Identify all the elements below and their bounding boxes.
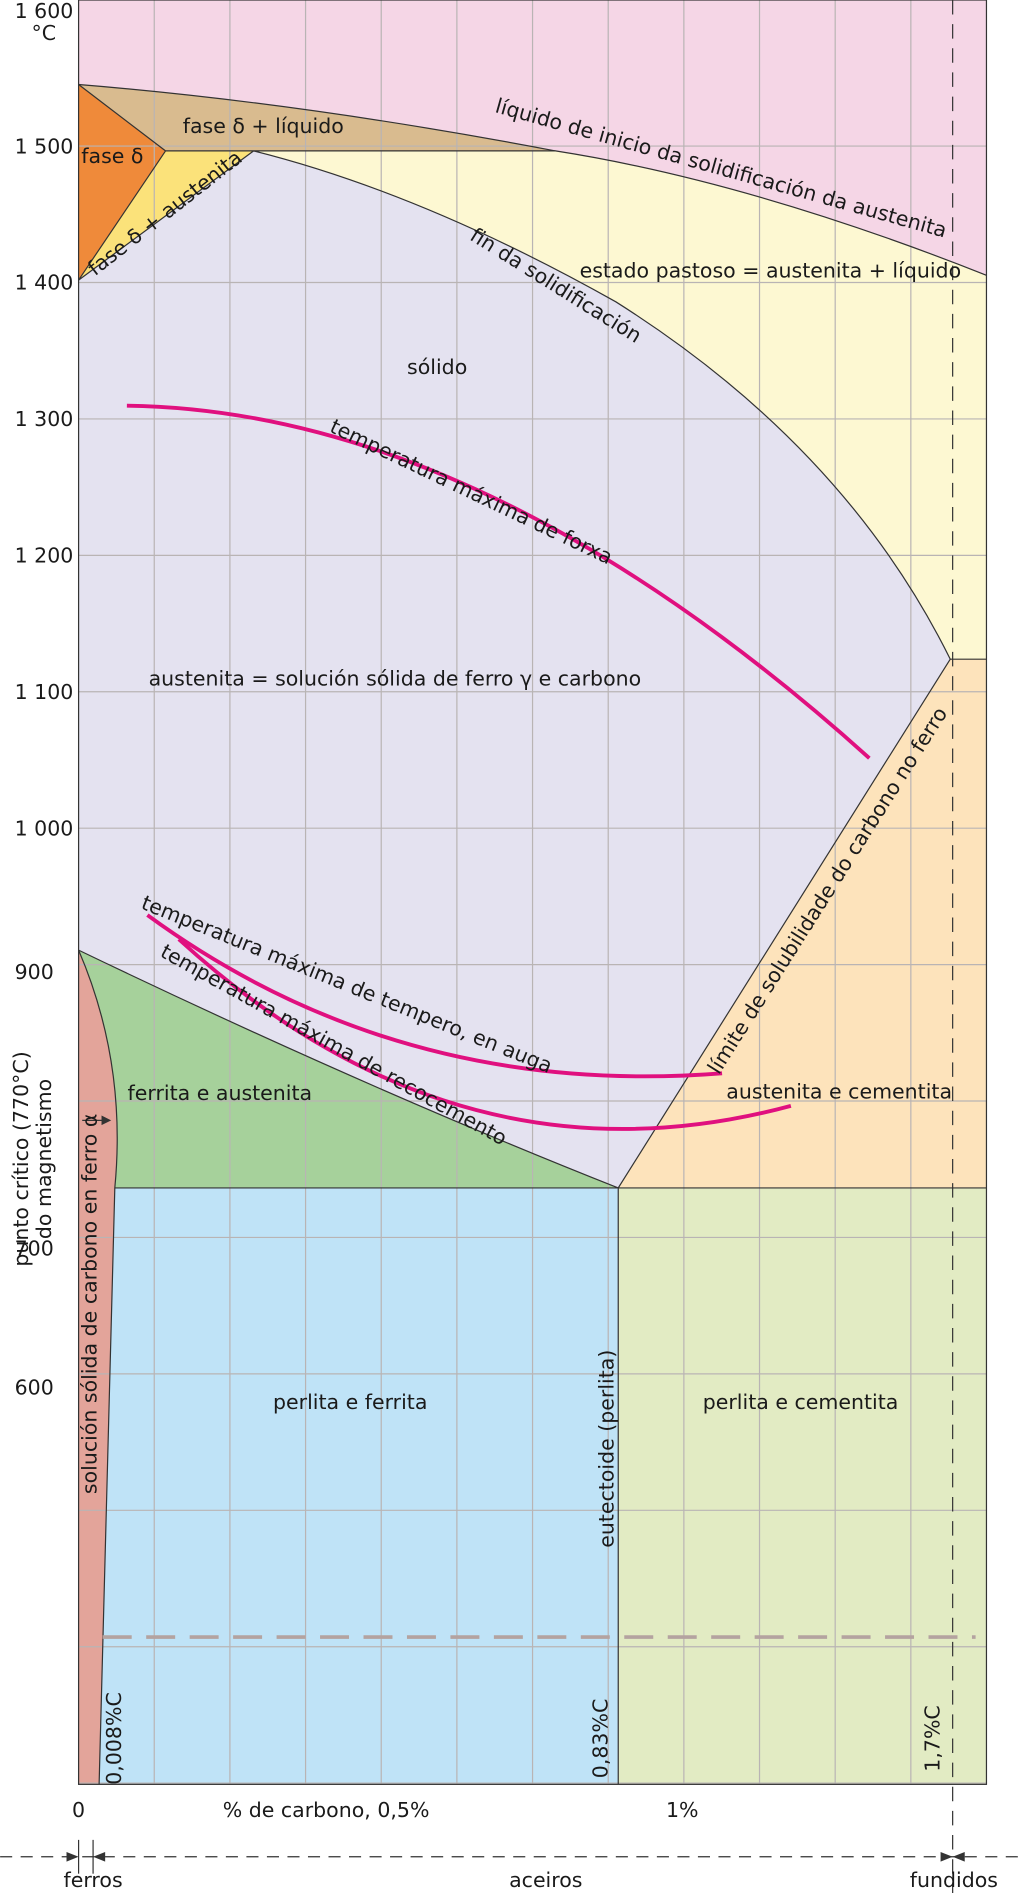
boundary-label: eutectoide (perlita): [594, 1350, 618, 1548]
arrowhead: [101, 1115, 112, 1126]
delta-region: [78, 84, 166, 281]
y-tick-label: 1 500: [15, 134, 74, 158]
y-tick-label: 700: [15, 1237, 54, 1261]
curves: [126, 403, 871, 1131]
delta-liquid-region: [78, 84, 556, 151]
y-tick-label: 1 600: [15, 0, 74, 23]
category-label: ferros: [63, 1868, 122, 1892]
category-label: aceiros: [509, 1868, 582, 1892]
pearlite-ferrite-region: [99, 1187, 619, 1785]
y-tick-label: 1 300: [15, 407, 74, 431]
region-label: perlita e cementita: [703, 1390, 899, 1414]
y-tick-label: 1 200: [15, 544, 74, 568]
critical-point-label: punto crítico (770°C): [9, 1051, 33, 1266]
solidus-line: [253, 150, 987, 660]
x-label: 1%: [666, 1798, 699, 1822]
annealing-curve: [177, 937, 792, 1131]
alpha-line: [78, 949, 118, 1785]
region-label: solución sólida de carbono en ferro α: [78, 1114, 102, 1495]
pearlite-cementite-region: [618, 1187, 987, 1785]
x-label: 0: [72, 1798, 85, 1822]
region-label: austenita e cementita: [726, 1080, 952, 1104]
region-label: perlita e ferrita: [273, 1390, 427, 1414]
delta-lines: [78, 84, 556, 281]
region-label: sólido: [407, 355, 467, 379]
composition-marker: 1,7%C: [920, 1705, 944, 1771]
forge-curve: [126, 403, 871, 760]
pasty-region: [253, 150, 987, 660]
y-axis: °C 1 600 1 500 1 400 1 300 1 200 1 100 1 000 90…: [15, 0, 74, 1399]
y-tick-label: 1 000: [15, 816, 74, 840]
grid: [78, 0, 987, 1785]
composition-marker: 0,008%C: [102, 1692, 126, 1785]
boundaries: [77, 0, 988, 1893]
austenite-cementite-region: [618, 659, 987, 1188]
alpha-solution-region: [78, 950, 118, 1785]
category-bar: ferros aceiros fundidos: [0, 1839, 1024, 1892]
region-label: fase δ + líquido: [183, 114, 344, 138]
tempering-curve: [146, 913, 723, 1079]
y-tick-label: 1 400: [15, 271, 74, 295]
region-label: estado pastoso = austenita + líquido: [580, 259, 962, 283]
x-label: % de carbono, 0,5%: [223, 1798, 430, 1822]
ferrite-austenite-region: [78, 950, 619, 1188]
composition-marker: 0,83%C: [588, 1699, 612, 1779]
frame: [77, 0, 988, 1785]
region-label: ferrita e austenita: [128, 1081, 313, 1105]
y-tick-label: 900: [15, 960, 54, 984]
critical-point-label: do magnetismo: [32, 1079, 56, 1239]
y-tick-label: 1 100: [15, 680, 74, 704]
y-tick-label: 600: [15, 1375, 54, 1399]
region-label: austenita = solución sólida de ferro γ e…: [149, 667, 642, 691]
a3-line: [78, 949, 619, 1189]
y-unit: °C: [32, 21, 57, 45]
region-label: fase δ: [81, 144, 143, 168]
category-label: fundidos: [910, 1868, 998, 1892]
